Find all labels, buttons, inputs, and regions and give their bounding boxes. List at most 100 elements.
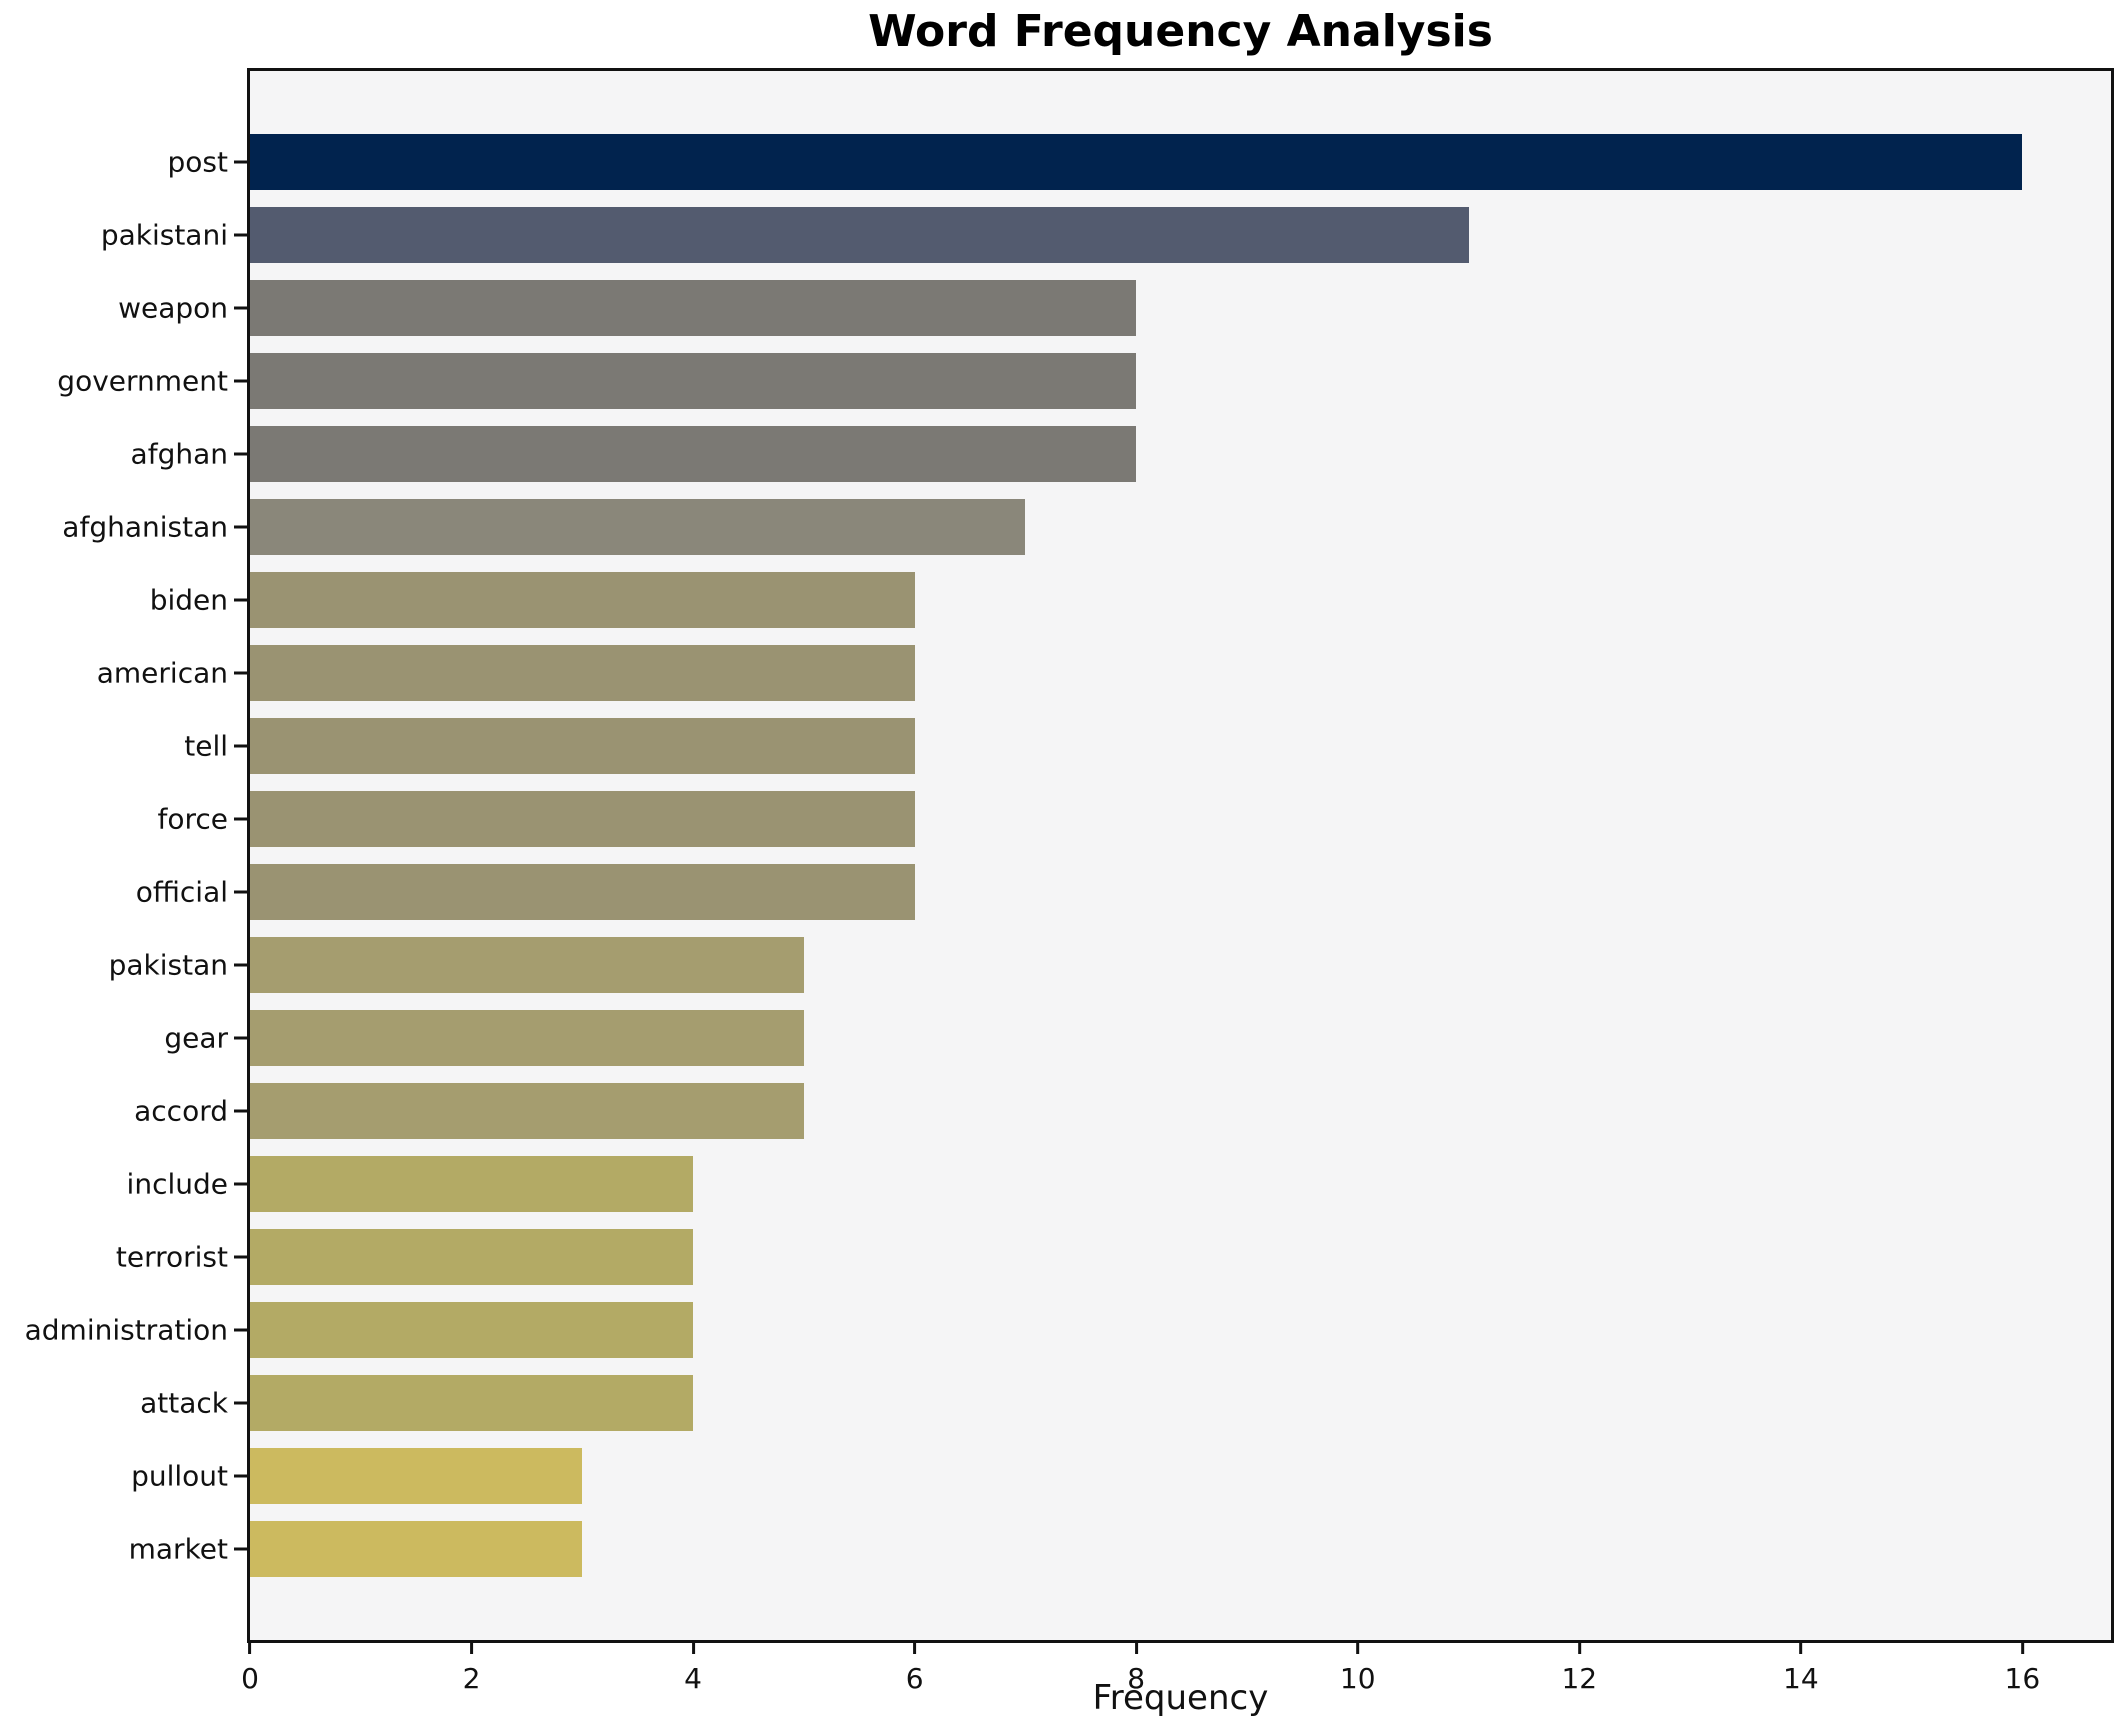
y-tick-label: gear xyxy=(164,1021,228,1055)
x-tick: 8 xyxy=(1127,1640,1145,1695)
y-tick-mark xyxy=(234,1109,247,1113)
bar xyxy=(250,1083,804,1139)
y-tick-mark xyxy=(234,1328,247,1332)
x-tick: 16 xyxy=(2004,1640,2041,1695)
y-tick-label: post xyxy=(167,145,228,179)
x-tick: 14 xyxy=(1783,1640,1819,1695)
y-tick-mark xyxy=(234,1036,247,1040)
bar xyxy=(250,864,915,920)
x-tick-label: 12 xyxy=(1561,1662,1598,1695)
y-tick-mark xyxy=(234,160,247,164)
bar xyxy=(250,280,1137,336)
bar xyxy=(250,1521,583,1577)
chart-title: Word Frequency Analysis xyxy=(868,6,1493,57)
x-tick-mark xyxy=(1356,1640,1360,1654)
y-tick-label: pakistan xyxy=(108,948,228,982)
y-tick-mark xyxy=(234,671,247,675)
y-tick-label: weapon xyxy=(118,291,228,325)
y-tick-label: official xyxy=(135,875,228,909)
bar xyxy=(250,1302,694,1358)
x-tick-mark xyxy=(2020,1640,2024,1654)
bar-row: afghanistan xyxy=(62,499,2111,555)
y-tick-label: accord xyxy=(134,1094,228,1128)
x-tick-mark xyxy=(913,1640,917,1654)
x-tick-label: 16 xyxy=(2004,1662,2041,1695)
x-tick-mark xyxy=(1577,1640,1581,1654)
x-tick-label: 0 xyxy=(241,1662,259,1695)
bar xyxy=(250,1448,583,1504)
x-tick-label: 10 xyxy=(1339,1662,1376,1695)
x-tick-mark xyxy=(248,1640,252,1654)
x-tick: 0 xyxy=(241,1640,259,1695)
x-tick: 2 xyxy=(462,1640,481,1695)
x-tick-label: 4 xyxy=(684,1662,703,1695)
bar xyxy=(250,1229,694,1285)
bar xyxy=(250,134,2023,190)
y-tick-mark xyxy=(234,525,247,529)
bar xyxy=(250,426,1137,482)
bar-row: government xyxy=(57,353,2111,409)
y-tick-mark xyxy=(234,1401,247,1405)
bar xyxy=(250,353,1137,409)
y-tick-label: afghanistan xyxy=(62,510,228,544)
bar xyxy=(250,207,1469,263)
x-tick: 12 xyxy=(1561,1640,1597,1695)
bar-row: terrorist xyxy=(116,1229,2111,1285)
y-tick-mark xyxy=(234,452,247,456)
y-tick-mark xyxy=(234,890,247,894)
x-tick-label: 14 xyxy=(1783,1662,1819,1695)
bar xyxy=(250,791,915,847)
x-tick: 4 xyxy=(684,1640,702,1695)
x-axis-label: Frequency xyxy=(1092,1678,1269,1718)
x-tick-mark xyxy=(691,1640,695,1654)
x-tick: 10 xyxy=(1340,1640,1376,1695)
bar-row: market xyxy=(129,1521,2111,1577)
y-tick-mark xyxy=(234,744,247,748)
x-tick-label: 8 xyxy=(1127,1662,1146,1695)
bar-row: administration xyxy=(25,1302,2111,1358)
x-tick-mark xyxy=(1134,1640,1138,1654)
bar-row: attack xyxy=(140,1375,2111,1431)
bar xyxy=(250,572,915,628)
bar-row: accord xyxy=(134,1083,2111,1139)
plot-area: post pakistani weapon government afghan afgha… xyxy=(25,68,2114,1695)
x-tick-label: 6 xyxy=(905,1662,924,1695)
bar-row: post xyxy=(168,134,2111,190)
bar xyxy=(250,1156,694,1212)
bar-row: include xyxy=(127,1156,2111,1212)
bar-row: gear xyxy=(164,1010,2111,1066)
bar-row: tell xyxy=(184,718,2111,774)
y-tick-mark xyxy=(234,1547,247,1551)
y-tick-label: force xyxy=(157,802,228,836)
y-tick-mark xyxy=(234,1182,247,1186)
y-tick-label: pullout xyxy=(131,1459,228,1493)
bar xyxy=(250,1010,804,1066)
bar xyxy=(250,645,915,701)
y-tick-label: tell xyxy=(184,729,228,763)
y-tick-mark xyxy=(234,379,247,383)
y-tick-label: pakistani xyxy=(100,218,228,252)
y-tick-label: afghan xyxy=(130,437,228,471)
y-tick-label: market xyxy=(128,1532,228,1566)
y-tick-mark xyxy=(234,963,247,967)
bar-row: weapon xyxy=(118,280,2111,336)
bar xyxy=(250,499,1026,555)
y-tick-label: attack xyxy=(140,1386,228,1420)
y-tick-mark xyxy=(234,1255,247,1259)
y-tick-label: administration xyxy=(24,1313,228,1347)
bar xyxy=(250,718,915,774)
bars-container: post pakistani weapon government afghan afgha… xyxy=(25,134,2111,1577)
y-tick-label: biden xyxy=(149,583,228,617)
bar-row: biden xyxy=(150,572,2111,628)
bar-row: american xyxy=(97,645,2111,701)
bar-row: afghan xyxy=(131,426,2111,482)
x-tick-mark xyxy=(470,1640,474,1654)
y-tick-label: include xyxy=(126,1167,228,1201)
y-tick-label: terrorist xyxy=(115,1240,228,1274)
bar-row: official xyxy=(136,864,2111,920)
y-tick-label: government xyxy=(57,364,228,398)
y-tick-label: american xyxy=(96,656,228,690)
x-tick-label: 2 xyxy=(462,1662,481,1695)
bar-row: force xyxy=(157,791,2111,847)
